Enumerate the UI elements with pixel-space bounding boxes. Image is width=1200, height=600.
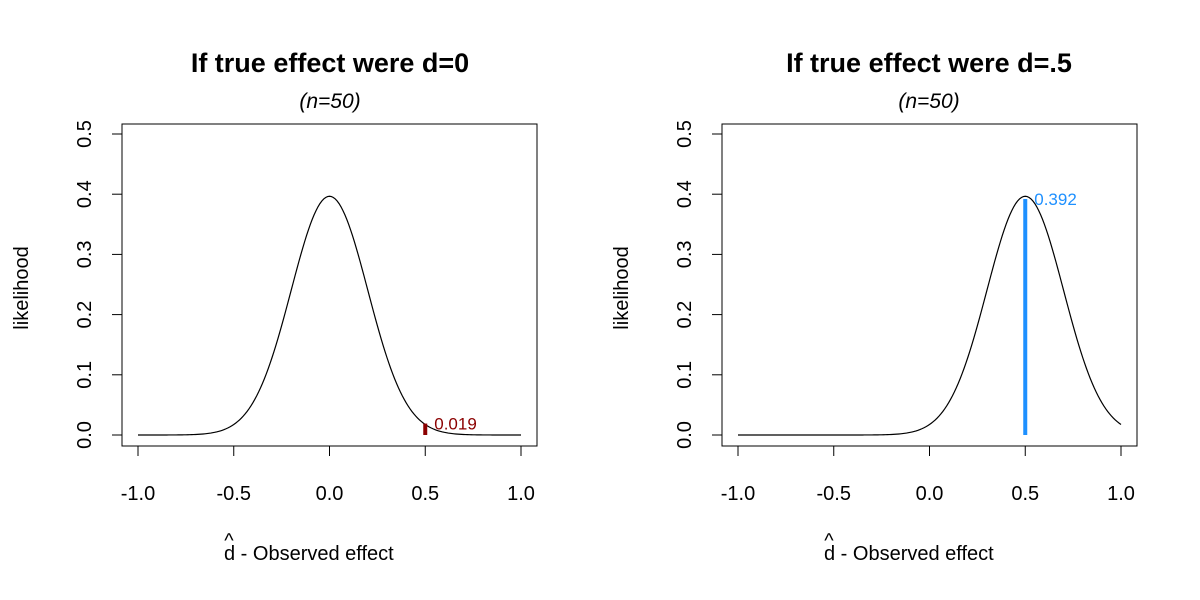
chart-title: If true effect were d=0 [191,48,469,78]
y-tick-label: 0.1 [74,361,96,389]
y-tick-label: 0.0 [74,421,96,449]
y-tick-label: 0.4 [674,180,696,208]
chart-subtitle: (n=50) [299,90,360,113]
x-tick-label: 1.0 [507,483,535,505]
y-tick-label: 0.5 [74,120,96,148]
x-tick-label: 0.5 [411,483,439,505]
y-tick-label: 0.2 [674,301,696,329]
panel-right: If true effect were d=.5 (n=50) 0.392 -1… [611,48,1138,565]
plot-frame [721,123,1138,447]
x-tick-label: -0.5 [217,483,251,505]
x-tick-label: 0.0 [916,483,944,505]
x-tick-label: -1.0 [721,483,755,505]
density-curve [138,195,521,436]
likelihood-value-label: 0.019 [434,415,477,434]
x-axis-label: d - Observed effect [224,543,394,565]
panel-left: If true effect were d=0 (n=50) 0.019 -1.… [11,48,538,565]
y-axis-tick-labels: 0.0 0.1 0.2 0.3 0.4 0.5 [74,120,96,449]
x-axis-ticks [137,446,522,456]
x-axis-label-hat: ^ [224,530,234,552]
x-tick-label: 0.0 [316,483,344,505]
y-tick-label: 0.5 [674,120,696,148]
y-tick-label: 0.1 [674,361,696,389]
plot-frame [121,123,538,447]
likelihood-value-label: 0.392 [1034,190,1077,209]
x-axis-label-hat: ^ [824,530,834,552]
chart-subtitle: (n=50) [898,90,959,113]
x-tick-label: -1.0 [121,483,155,505]
y-axis-ticks [712,133,722,436]
y-tick-label: 0.2 [74,301,96,329]
x-axis-label: d - Observed effect [824,543,994,565]
y-tick-label: 0.3 [674,240,696,268]
y-axis-label: likelihood [611,246,633,329]
y-tick-label: 0.3 [74,240,96,268]
y-tick-label: 0.0 [674,421,696,449]
y-axis-ticks [112,133,122,436]
x-tick-label: -0.5 [817,483,851,505]
density-curve [738,195,1122,436]
x-axis-tick-labels: -1.0 -0.5 0.0 0.5 1.0 [121,483,535,505]
x-tick-label: 1.0 [1107,483,1135,505]
x-tick-label: 0.5 [1011,483,1039,505]
y-axis-label: likelihood [11,246,33,329]
y-axis-tick-labels: 0.0 0.1 0.2 0.3 0.4 0.5 [674,120,696,449]
x-axis-tick-labels: -1.0 -0.5 0.0 0.5 1.0 [721,483,1135,505]
y-tick-label: 0.4 [74,180,96,208]
chart-title: If true effect were d=.5 [786,48,1072,78]
x-axis-ticks [737,446,1122,456]
